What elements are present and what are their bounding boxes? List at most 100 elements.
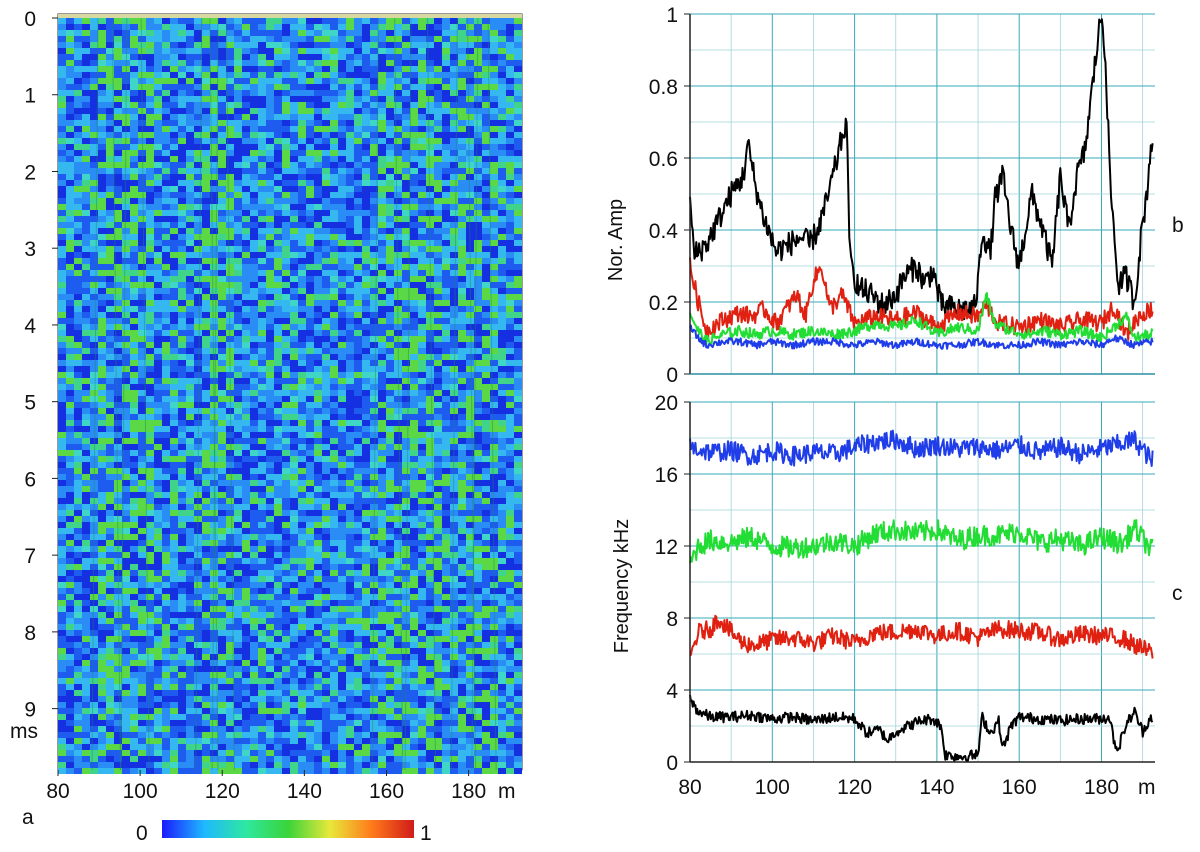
heatmap-cell <box>402 276 410 282</box>
heatmap-cell <box>442 66 450 72</box>
heatmap-cell <box>370 132 378 138</box>
heatmap-cell <box>426 162 434 168</box>
heatmap-cell <box>178 348 186 354</box>
heatmap-cell <box>490 180 498 186</box>
heatmap-cell <box>74 30 82 36</box>
heatmap-cell <box>178 252 186 258</box>
heatmap-cell <box>346 30 354 36</box>
heatmap-cell <box>290 240 298 246</box>
heatmap-cell <box>298 498 306 504</box>
heatmap-cell <box>498 222 506 228</box>
heatmap-cell <box>498 102 506 108</box>
heatmap-cell <box>506 228 514 234</box>
heatmap-cell <box>266 402 274 408</box>
heatmap-cell <box>154 498 162 504</box>
heatmap-cell <box>98 96 106 102</box>
heatmap-cell <box>186 204 194 210</box>
heatmap-cell <box>314 84 322 90</box>
heatmap-cell <box>258 84 266 90</box>
heatmap-cell <box>410 420 418 426</box>
heatmap-cell <box>338 516 346 522</box>
heatmap-cell <box>186 84 194 90</box>
heatmap-cell <box>458 96 466 102</box>
heatmap-cell <box>442 96 450 102</box>
heatmap-cell <box>394 462 402 468</box>
heatmap-cell <box>242 186 250 192</box>
heatmap-cell <box>346 180 354 186</box>
heatmap-cell <box>210 162 218 168</box>
heatmap-cell <box>258 258 266 264</box>
heatmap-cell <box>338 522 346 528</box>
heatmap-cell <box>322 426 330 432</box>
heatmap-cell <box>250 456 258 462</box>
heatmap-cell <box>290 78 298 84</box>
heatmap-cell <box>130 402 138 408</box>
heatmap-cell <box>490 204 498 210</box>
heatmap-cell <box>170 240 178 246</box>
heatmap-cell <box>346 336 354 342</box>
heatmap-cell <box>218 480 226 486</box>
heatmap-cell <box>82 384 90 390</box>
heatmap-cell <box>418 222 426 228</box>
heatmap-cell <box>186 420 194 426</box>
heatmap-cell <box>122 270 130 276</box>
heatmap-cell <box>90 282 98 288</box>
heatmap-cell <box>282 120 290 126</box>
heatmap-cell <box>162 150 170 156</box>
heatmap-cell <box>330 180 338 186</box>
heatmap-cell <box>178 174 186 180</box>
heatmap-cell <box>498 492 506 498</box>
heatmap-cell <box>434 264 442 270</box>
heatmap-cell <box>98 48 106 54</box>
heatmap-cell <box>314 390 322 396</box>
heatmap-cell <box>322 222 330 228</box>
heatmap-cell <box>58 168 66 174</box>
heatmap-cell <box>362 372 370 378</box>
heatmap-cell <box>402 60 410 66</box>
heatmap-cell <box>314 522 322 528</box>
heatmap-cell <box>330 210 338 216</box>
heatmap-cell <box>306 42 314 48</box>
heatmap-cell <box>402 360 410 366</box>
heatmap-cell <box>466 162 474 168</box>
heatmap-cell <box>298 24 306 30</box>
heatmap-cell <box>314 246 322 252</box>
heatmap-cell <box>162 228 170 234</box>
heatmap-cell <box>242 78 250 84</box>
heatmap-cell <box>114 522 122 528</box>
heatmap-cell <box>458 84 466 90</box>
heatmap-cell <box>138 210 146 216</box>
heatmap-cell <box>418 96 426 102</box>
heatmap-cell <box>450 336 458 342</box>
heatmap-cell <box>354 168 362 174</box>
heatmap-cell <box>322 114 330 120</box>
heatmap-cell <box>202 114 210 120</box>
heatmap-cell <box>314 444 322 450</box>
heatmap-cell <box>82 360 90 366</box>
heatmap-cell <box>298 252 306 258</box>
heatmap-cell <box>250 342 258 348</box>
heatmap-cell <box>298 324 306 330</box>
heatmap-cell <box>82 84 90 90</box>
heatmap-cell <box>210 396 218 402</box>
heatmap-cell <box>186 222 194 228</box>
heatmap-cell <box>210 408 218 414</box>
heatmap-cell <box>130 48 138 54</box>
heatmap-cell <box>410 132 418 138</box>
heatmap-cell <box>58 18 66 24</box>
heatmap-cell <box>474 312 482 318</box>
heatmap-cell <box>290 174 298 180</box>
heatmap-cell <box>250 450 258 456</box>
heatmap-cell <box>314 78 322 84</box>
heatmap-cell <box>378 186 386 192</box>
heatmap-cell <box>426 60 434 66</box>
heatmap-cell <box>202 492 210 498</box>
heatmap-cell <box>58 144 66 150</box>
heatmap-cell <box>138 390 146 396</box>
heatmap-cell <box>498 342 506 348</box>
heatmap-cell <box>170 504 178 510</box>
heatmap-cell <box>354 72 362 78</box>
heatmap-cell <box>314 42 322 48</box>
heatmap-cell <box>170 60 178 66</box>
heatmap-cell <box>458 450 466 456</box>
